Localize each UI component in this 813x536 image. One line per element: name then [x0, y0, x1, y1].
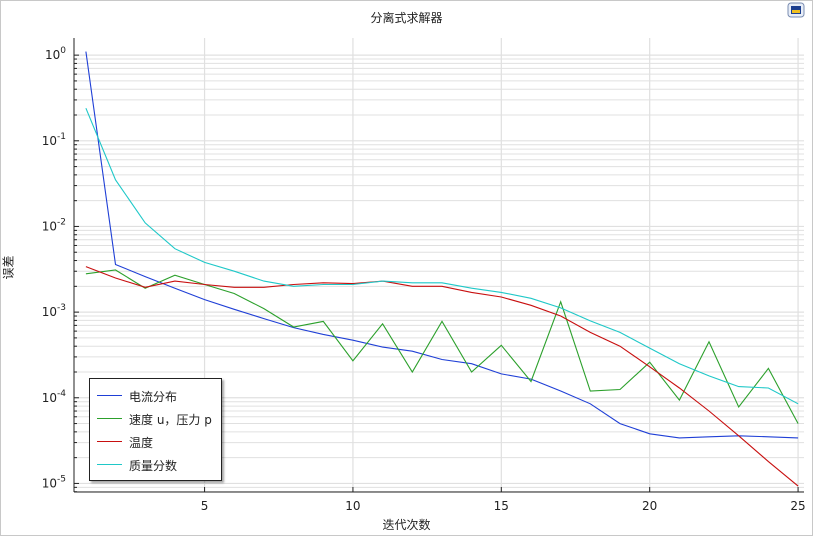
x-tick-label: 5: [201, 499, 209, 513]
legend-item: 电流分布: [90, 387, 221, 405]
y-tick-label: 10-4: [42, 389, 67, 405]
series-line-2: [85, 266, 799, 487]
legend-swatch: [97, 395, 122, 396]
y-tick-label: 100: [45, 46, 66, 62]
legend-label: 质量分数: [129, 459, 178, 473]
legend-label: 温度: [129, 436, 154, 450]
x-tick-label: 15: [494, 499, 509, 513]
legend-swatch: [97, 441, 122, 442]
x-tick-label: 25: [790, 499, 805, 513]
legend-item: 质量分数: [90, 456, 221, 474]
y-tick-label: 10-1: [42, 132, 66, 148]
legend-label: 速度 u，压力 p: [129, 413, 212, 427]
series-line-3: [85, 107, 799, 405]
x-tick-label: 20: [642, 499, 657, 513]
y-tick-label: 10-3: [42, 303, 66, 319]
export-image-icon[interactable]: [787, 2, 805, 18]
chart-title: 分离式求解器: [370, 11, 443, 25]
legend-swatch: [97, 418, 122, 419]
y-tick-label: 10-5: [42, 474, 66, 490]
chart-legend: 电流分布 速度 u，压力 p 温度 质量分数: [89, 378, 222, 481]
series-line-0: [85, 51, 799, 439]
legend-label: 电流分布: [129, 390, 178, 404]
legend-swatch: [97, 464, 122, 465]
legend-item: 温度: [90, 433, 221, 451]
legend-item: 速度 u，压力 p: [90, 410, 221, 428]
y-tick-label: 10-2: [42, 217, 66, 233]
x-tick-label: 10: [345, 499, 360, 513]
y-axis-label: 误差: [1, 255, 16, 280]
x-axis-label: 迭代次数: [382, 518, 431, 532]
